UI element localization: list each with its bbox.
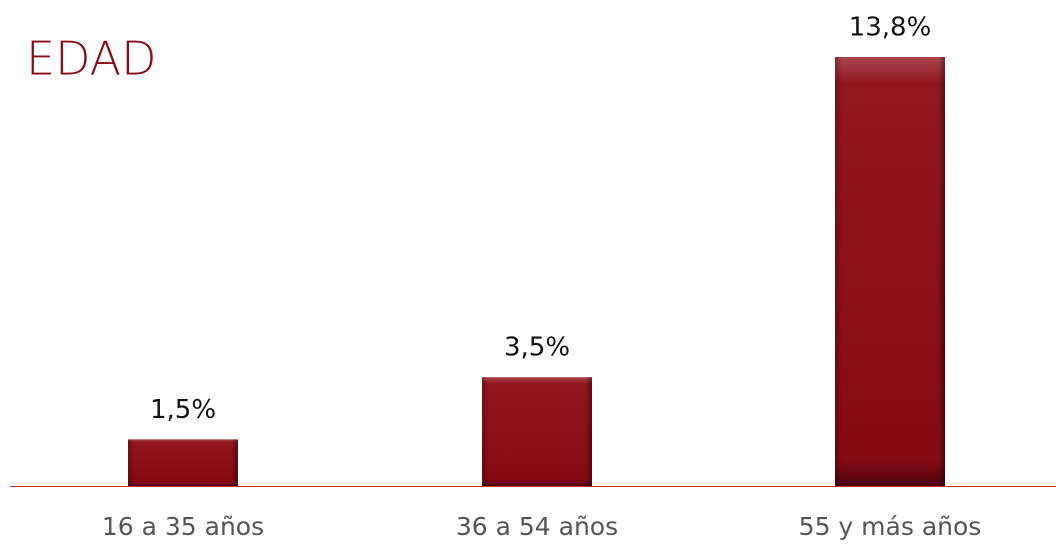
- chart-title: EDAD: [26, 32, 157, 86]
- x-tick-label: 55 y más años: [799, 512, 982, 541]
- x-tick-label: 36 a 54 años: [456, 512, 618, 541]
- x-tick-label: 16 a 35 años: [102, 512, 264, 541]
- value-label: 3,5%: [504, 333, 570, 363]
- value-label: 13,8%: [849, 13, 932, 43]
- bar-bevel: [128, 439, 238, 486]
- value-label: 1,5%: [150, 395, 216, 425]
- bar-bevel: [482, 377, 592, 486]
- bar-bevel: [835, 57, 945, 486]
